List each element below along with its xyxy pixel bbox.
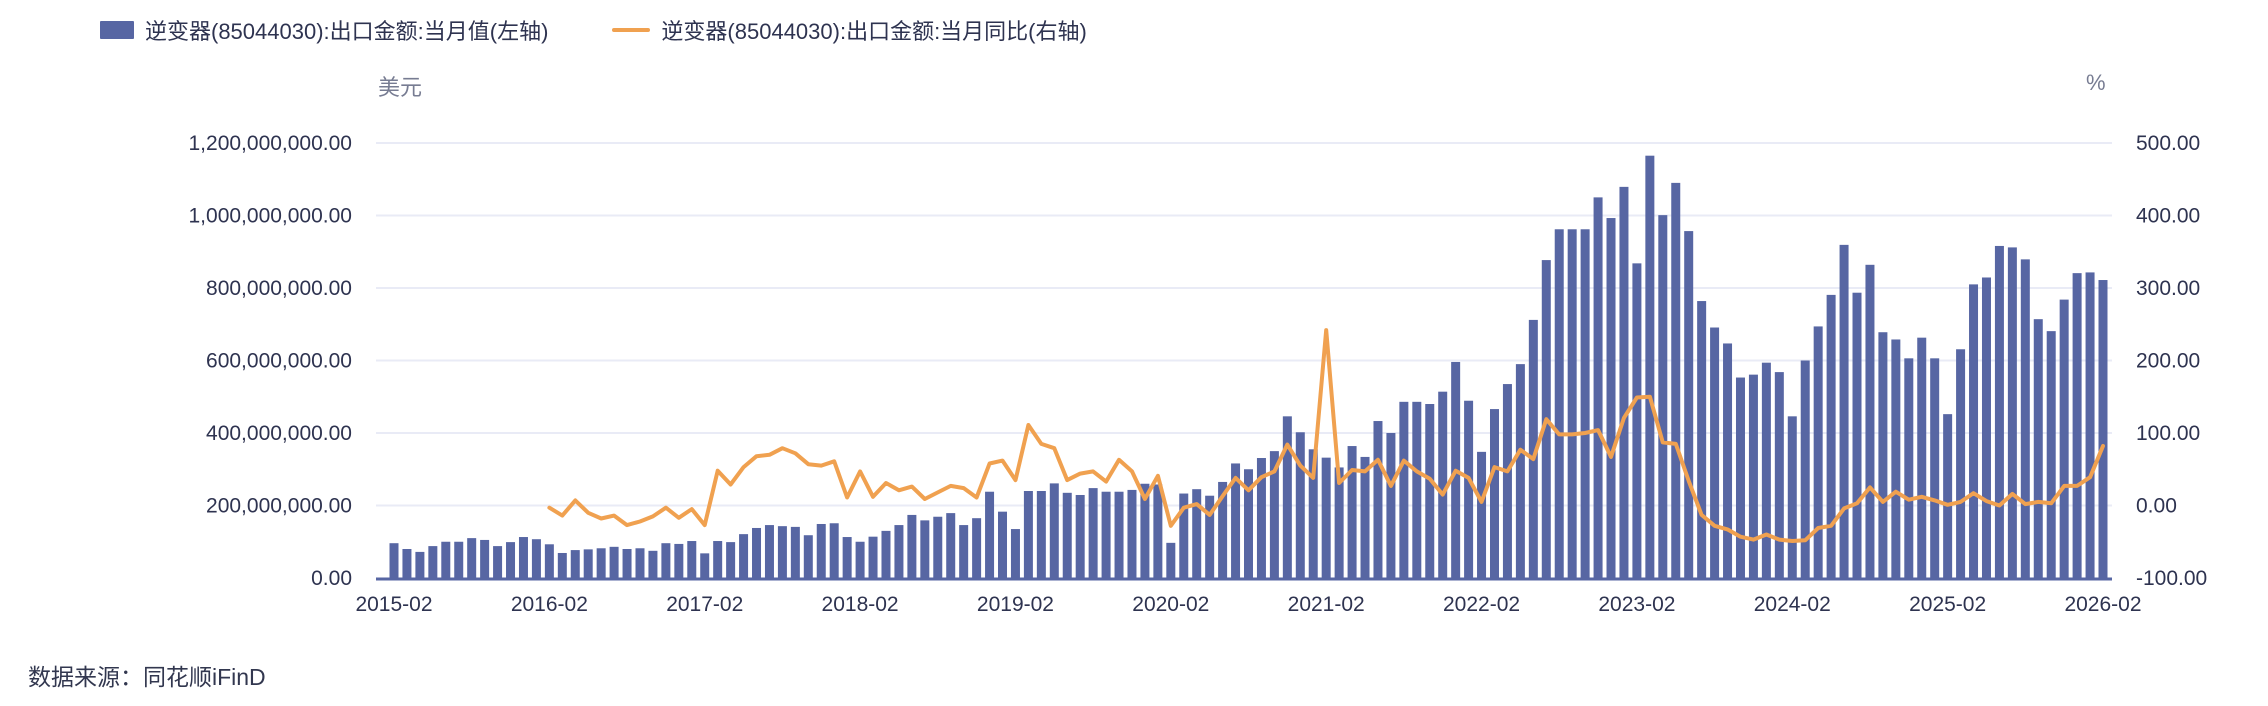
line-series-swatch-icon — [612, 28, 651, 32]
svg-text:-100.00: -100.00 — [2136, 567, 2207, 590]
left-axis-unit: 美元 — [378, 75, 423, 100]
svg-text:200.00: 200.00 — [2136, 350, 2200, 373]
svg-text:2019-02: 2019-02 — [977, 593, 1054, 616]
svg-text:2020-02: 2020-02 — [1132, 593, 1209, 616]
legend-item-yoy[interactable]: 逆变器(85044030):出口金额:当月同比(右轴) — [612, 14, 1087, 46]
yoy-line — [547, 328, 2105, 543]
svg-text:2015-02: 2015-02 — [355, 593, 432, 616]
legend-label-export-value: 逆变器(85044030):出口金额:当月值(左轴) — [145, 19, 549, 44]
svg-text:300.00: 300.00 — [2136, 277, 2200, 300]
svg-text:2023-02: 2023-02 — [1598, 593, 1675, 616]
svg-text:2026-02: 2026-02 — [2064, 593, 2141, 616]
svg-text:1,000,000,000.00: 1,000,000,000.00 — [189, 205, 353, 228]
svg-text:1,200,000,000.00: 1,200,000,000.00 — [189, 132, 353, 155]
svg-text:0.00: 0.00 — [2136, 495, 2177, 518]
svg-text:500.00: 500.00 — [2136, 132, 2200, 155]
x-axis-labels: 2015-02 2016-02 2017-02 2018-02 2019-02 2020-… — [355, 593, 2141, 616]
right-axis-labels: 500.00 400.00 300.00 200.00 100.00 0.00 -100.0… — [2136, 132, 2207, 590]
svg-text:800,000,000.00: 800,000,000.00 — [206, 277, 352, 300]
svg-text:400,000,000.00: 400,000,000.00 — [206, 422, 352, 445]
svg-text:2018-02: 2018-02 — [822, 593, 899, 616]
svg-text:2022-02: 2022-02 — [1443, 593, 1520, 616]
svg-text:100.00: 100.00 — [2136, 422, 2200, 445]
chart-legend: 逆变器(85044030):出口金额:当月值(左轴) 逆变器(85044030)… — [100, 14, 1087, 46]
svg-text:2016-02: 2016-02 — [511, 593, 588, 616]
svg-text:2024-02: 2024-02 — [1754, 593, 1831, 616]
legend-item-export-value[interactable]: 逆变器(85044030):出口金额:当月值(左轴) — [100, 14, 548, 46]
svg-text:600,000,000.00: 600,000,000.00 — [206, 350, 352, 373]
gridlines — [376, 142, 2112, 507]
svg-text:0.00: 0.00 — [311, 567, 352, 590]
bar-series-swatch-icon — [100, 21, 134, 39]
right-axis-unit: % — [2086, 70, 2106, 95]
legend-label-yoy: 逆变器(85044030):出口金额:当月同比(右轴) — [661, 19, 1087, 44]
svg-text:200,000,000.00: 200,000,000.00 — [206, 495, 352, 518]
svg-text:2021-02: 2021-02 — [1288, 593, 1365, 616]
svg-text:400.00: 400.00 — [2136, 205, 2200, 228]
svg-text:2017-02: 2017-02 — [666, 593, 743, 616]
left-axis-labels: 1,200,000,000.00 1,000,000,000.00 800,000,… — [189, 132, 353, 590]
data-source: 数据来源：同花顺iFinD — [28, 664, 266, 690]
bar-series — [389, 155, 2108, 579]
svg-text:2025-02: 2025-02 — [1909, 593, 1986, 616]
